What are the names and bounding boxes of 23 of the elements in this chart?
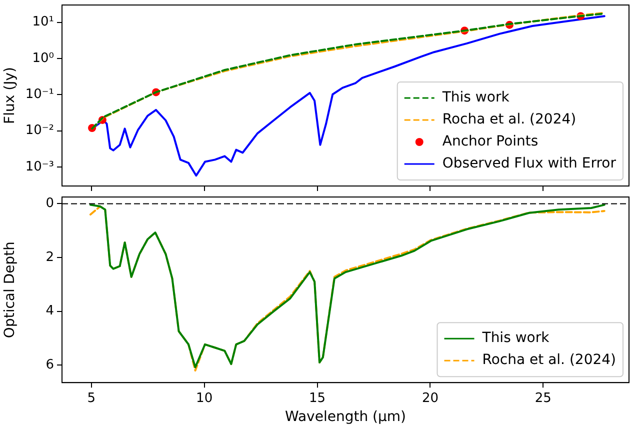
legend-label: This work <box>441 90 510 106</box>
x-tick-label: 10 <box>196 390 213 406</box>
x-tick-label: 15 <box>308 390 326 406</box>
y-tick-label: 10⁰ <box>32 50 54 66</box>
y-tick-label: 10⁻² <box>25 123 54 138</box>
y-tick-label: 10¹ <box>32 14 54 30</box>
y-tick-label: 10⁻³ <box>25 159 54 174</box>
x-tick-label: 25 <box>534 390 552 406</box>
legend-label: Rocha et al. (2024) <box>442 112 576 128</box>
y-axis-title: Flux (Jy) <box>2 67 18 124</box>
y-tick-label: 2 <box>46 250 54 265</box>
y-tick-label: 0 <box>46 196 54 212</box>
y-tick-label: 4 <box>46 304 54 319</box>
legend-label: Observed Flux with Error <box>442 156 616 172</box>
legend-label: Anchor Points <box>442 134 538 150</box>
legend-label: Rocha et al. (2024) <box>482 352 616 368</box>
x-tick-label: 20 <box>422 390 438 406</box>
legend-label: This work <box>481 330 550 346</box>
x-tick-label: 5 <box>87 390 96 406</box>
y-axis-title: Optical Depth <box>2 242 18 338</box>
y-tick-label: 6 <box>46 357 54 372</box>
x-axis-title: Wavelength (µm) <box>285 409 406 426</box>
y-tick-label: 10⁻¹ <box>25 87 54 102</box>
